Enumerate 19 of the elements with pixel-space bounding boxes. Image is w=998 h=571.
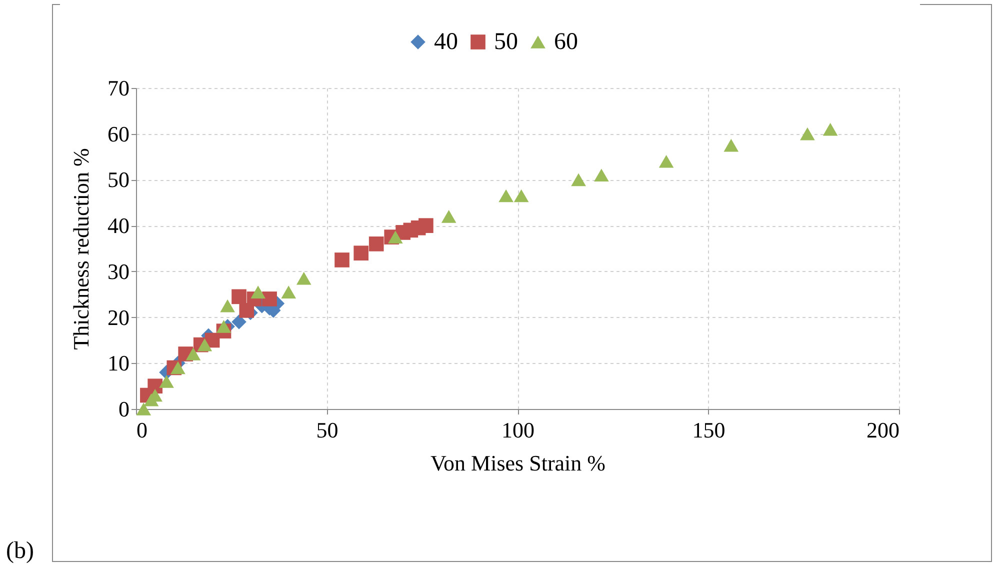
x-tick-label: 50 (316, 418, 338, 442)
x-tick-label: 200 (866, 418, 900, 442)
legend-label: 40 (434, 29, 458, 55)
x-axis-title: Von Mises Strain % (430, 450, 606, 476)
y-tick-label: 50 (108, 167, 130, 192)
x-tick-label: 150 (692, 418, 726, 442)
legend-label: 60 (554, 29, 578, 55)
y-tick-label: 40 (108, 213, 130, 238)
y-tick-label: 70 (108, 76, 130, 100)
y-tick-label: 10 (108, 350, 130, 376)
y-axis-title: Thickness reduction % (68, 148, 94, 350)
y-tick-label: 30 (108, 258, 130, 284)
legend-label: 50 (494, 29, 518, 55)
text: (b) (6, 538, 34, 565)
y-tick-label: 20 (108, 304, 130, 330)
y-tick-label: 60 (108, 121, 130, 146)
x-tick-label: 100 (502, 418, 534, 442)
x-tick-label: 0 (136, 418, 148, 442)
y-tick-label: 0 (118, 396, 130, 422)
